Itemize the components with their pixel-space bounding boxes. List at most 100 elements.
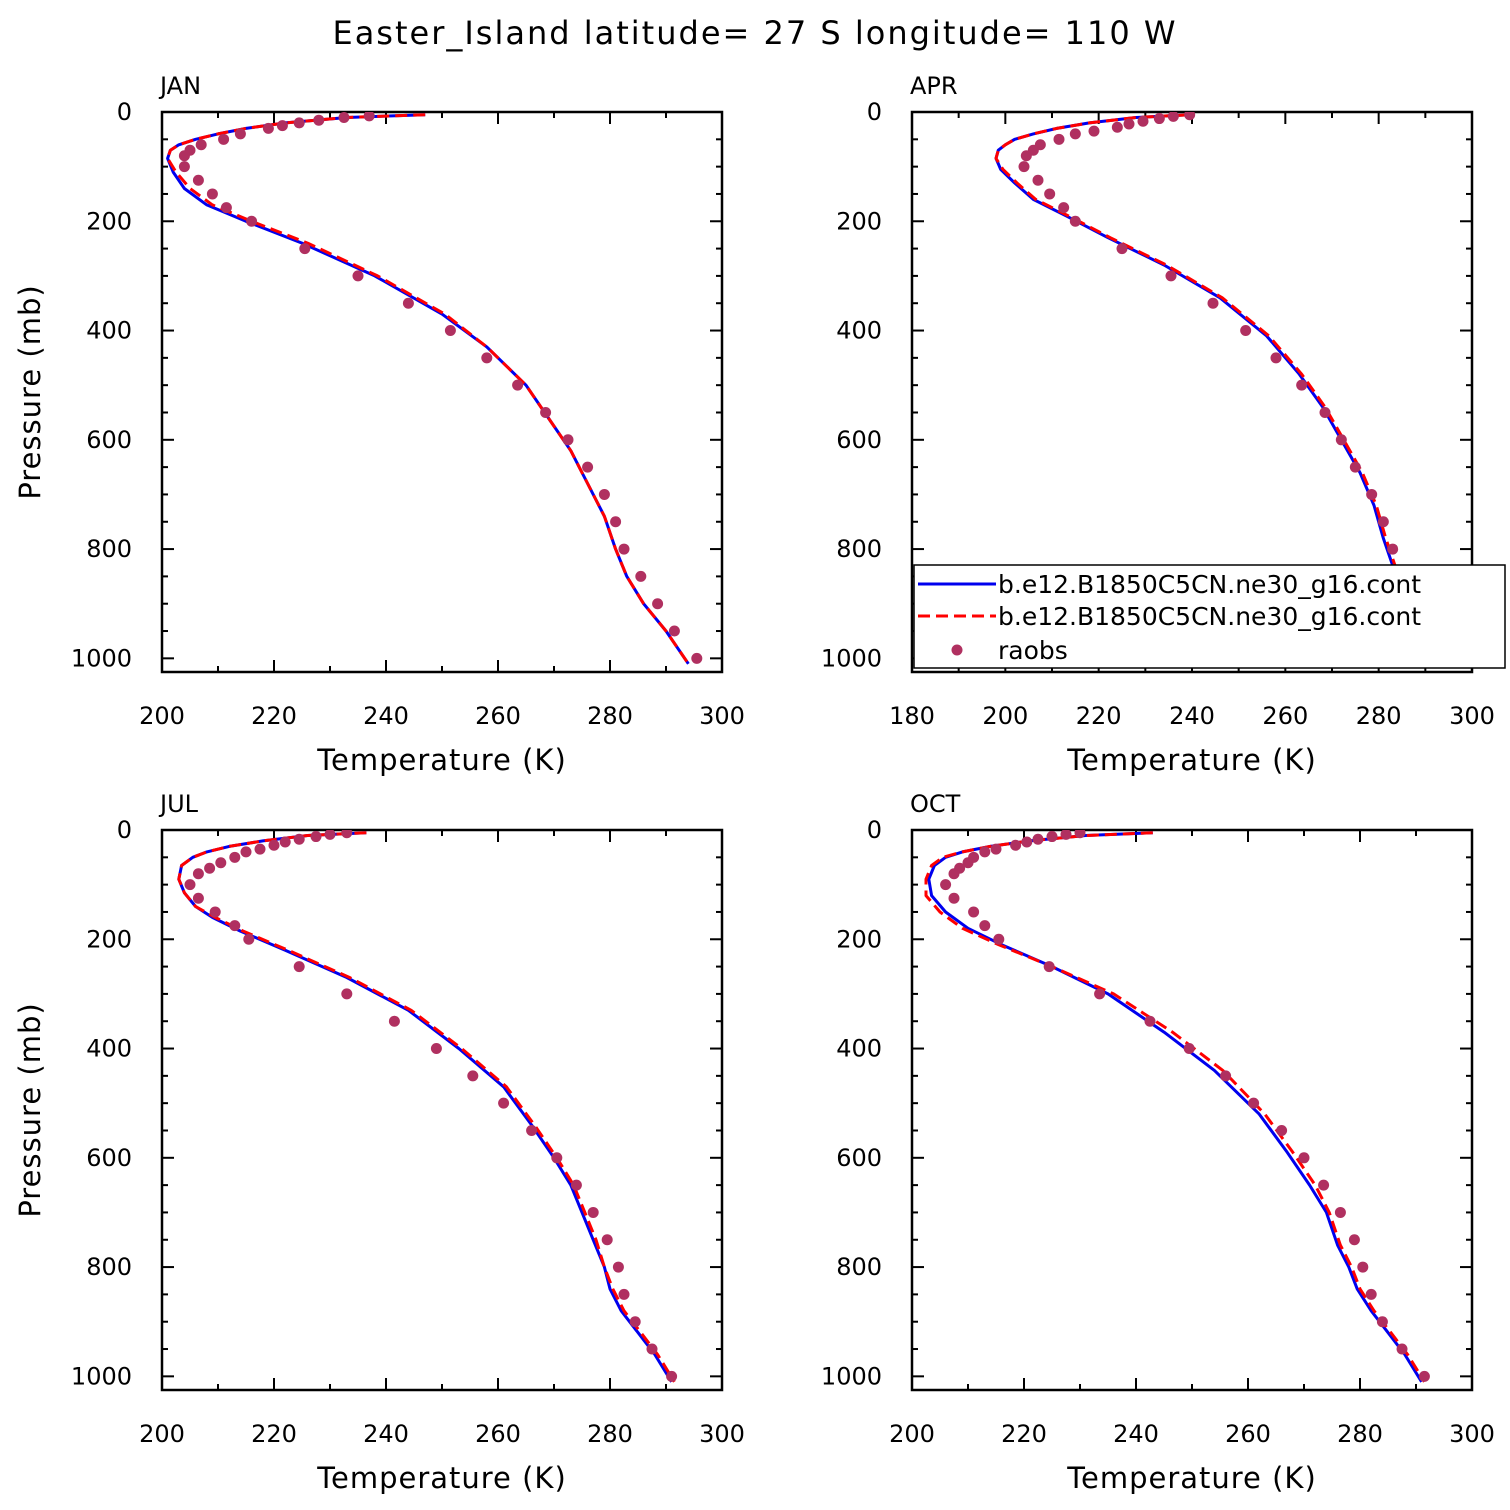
raobs-point	[1248, 1097, 1260, 1109]
raobs-point	[1060, 830, 1072, 840]
raobs-point	[1318, 1179, 1330, 1191]
raobs-point	[618, 543, 630, 555]
raobs-point	[1387, 543, 1399, 555]
x-tick-label: 260	[1225, 1420, 1271, 1448]
figure-title: Easter_Island latitude= 27 S longitude= …	[332, 14, 1177, 52]
x-tick-label: 220	[251, 702, 297, 730]
raobs-point	[1270, 352, 1282, 364]
x-tick-label: 300	[1449, 702, 1495, 730]
x-tick-label: 300	[699, 702, 745, 730]
legend-label: b.e12.B1850C5CN.ne30_g16.cont	[998, 570, 1421, 599]
raobs-point	[192, 868, 204, 880]
y-tick-label: 1000	[71, 644, 132, 672]
raobs-point	[1349, 461, 1361, 473]
raobs-point	[1144, 1015, 1156, 1027]
raobs-point	[587, 1206, 599, 1218]
x-axis-label: Temperature (K)	[1066, 743, 1317, 777]
raobs-point	[293, 833, 305, 845]
raobs-point	[1021, 836, 1033, 848]
raobs-point	[243, 933, 255, 945]
raobs-point	[1418, 1370, 1430, 1382]
raobs-point	[1153, 113, 1165, 125]
raobs-point	[341, 830, 353, 839]
x-tick-label: 220	[251, 1420, 297, 1448]
y-tick-label: 1000	[71, 1362, 132, 1390]
raobs-point	[229, 851, 241, 863]
legend-label: raobs	[998, 636, 1068, 665]
y-tick-label: 200	[836, 925, 882, 953]
raobs-point	[526, 1124, 538, 1136]
raobs-point	[948, 868, 960, 880]
raobs-point	[1111, 121, 1123, 133]
x-tick-label: 280	[1356, 702, 1402, 730]
raobs-point	[990, 843, 1002, 855]
raobs-point	[1319, 406, 1331, 418]
raobs-point	[1377, 516, 1389, 528]
y-tick-label: 200	[86, 207, 132, 235]
raobs-point	[1088, 125, 1100, 137]
raobs-point	[582, 461, 594, 473]
y-tick-label: 0	[117, 98, 132, 126]
raobs-point	[293, 117, 305, 129]
raobs-point	[1276, 1124, 1288, 1136]
x-tick-label: 240	[1113, 1420, 1159, 1448]
x-tick-label: 220	[1076, 702, 1122, 730]
raobs-point	[540, 406, 552, 418]
raobs-point	[246, 215, 258, 227]
raobs-point	[1220, 1070, 1232, 1082]
raobs-point	[1046, 831, 1058, 843]
raobs-point	[562, 434, 574, 446]
raobs-point	[635, 570, 647, 582]
raobs-point	[652, 598, 664, 610]
y-tick-label: 0	[117, 816, 132, 844]
raobs-point	[1357, 1261, 1369, 1273]
x-tick-label: 200	[139, 702, 185, 730]
raobs-point	[1165, 270, 1177, 282]
raobs-point	[192, 174, 204, 186]
y-axis-label: Pressure (mb)	[13, 284, 47, 499]
raobs-point	[1010, 839, 1022, 851]
raobs-point	[1366, 488, 1378, 500]
raobs-point	[598, 488, 610, 500]
raobs-point	[430, 1043, 442, 1055]
raobs-point	[968, 906, 980, 918]
x-tick-label: 200	[139, 1420, 185, 1448]
raobs-point	[570, 1179, 582, 1191]
raobs-point	[1376, 1316, 1388, 1328]
raobs-point	[192, 892, 204, 904]
raobs-point	[1184, 112, 1196, 121]
raobs-point	[1020, 150, 1032, 162]
raobs-point	[209, 906, 221, 918]
x-axis-label: Temperature (K)	[316, 1461, 567, 1495]
raobs-point	[1058, 202, 1070, 214]
x-tick-label: 300	[1449, 1420, 1495, 1448]
raobs-point	[1335, 434, 1347, 446]
raobs-point	[234, 128, 246, 140]
raobs-point	[668, 625, 680, 637]
y-tick-label: 400	[836, 1035, 882, 1063]
raobs-point	[962, 857, 974, 869]
raobs-point	[498, 1097, 510, 1109]
model-line-solid	[927, 831, 1423, 1383]
panel-jan: 200 220 240 260 280 300 0 200 400 600 800 1000 JAN Te…	[13, 72, 745, 777]
raobs-point	[601, 1234, 613, 1246]
raobs-point	[293, 961, 305, 973]
y-tick-label: 800	[836, 535, 882, 563]
panel-apr: 180 200 220 240 260 280 300 0 200 400 600 800 1000 AP…	[821, 72, 1495, 777]
raobs-point	[363, 112, 375, 122]
y-tick-label: 400	[86, 317, 132, 345]
x-axis-label: Temperature (K)	[316, 743, 567, 777]
x-tick-label: 280	[587, 1420, 633, 1448]
raobs-point	[1296, 379, 1308, 391]
panel-title: JUL	[158, 790, 199, 818]
raobs-point	[215, 857, 227, 869]
raobs-point	[646, 1343, 658, 1355]
raobs-point	[618, 1288, 630, 1300]
raobs-point	[195, 139, 207, 151]
raobs-point	[229, 920, 241, 932]
y-tick-label: 1000	[821, 1362, 882, 1390]
raobs-point	[341, 988, 353, 1000]
panel-oct: 200 220 240 260 280 300 0 200 400 600 800 1000 OCT Te…	[821, 790, 1495, 1495]
x-tick-label: 280	[587, 702, 633, 730]
